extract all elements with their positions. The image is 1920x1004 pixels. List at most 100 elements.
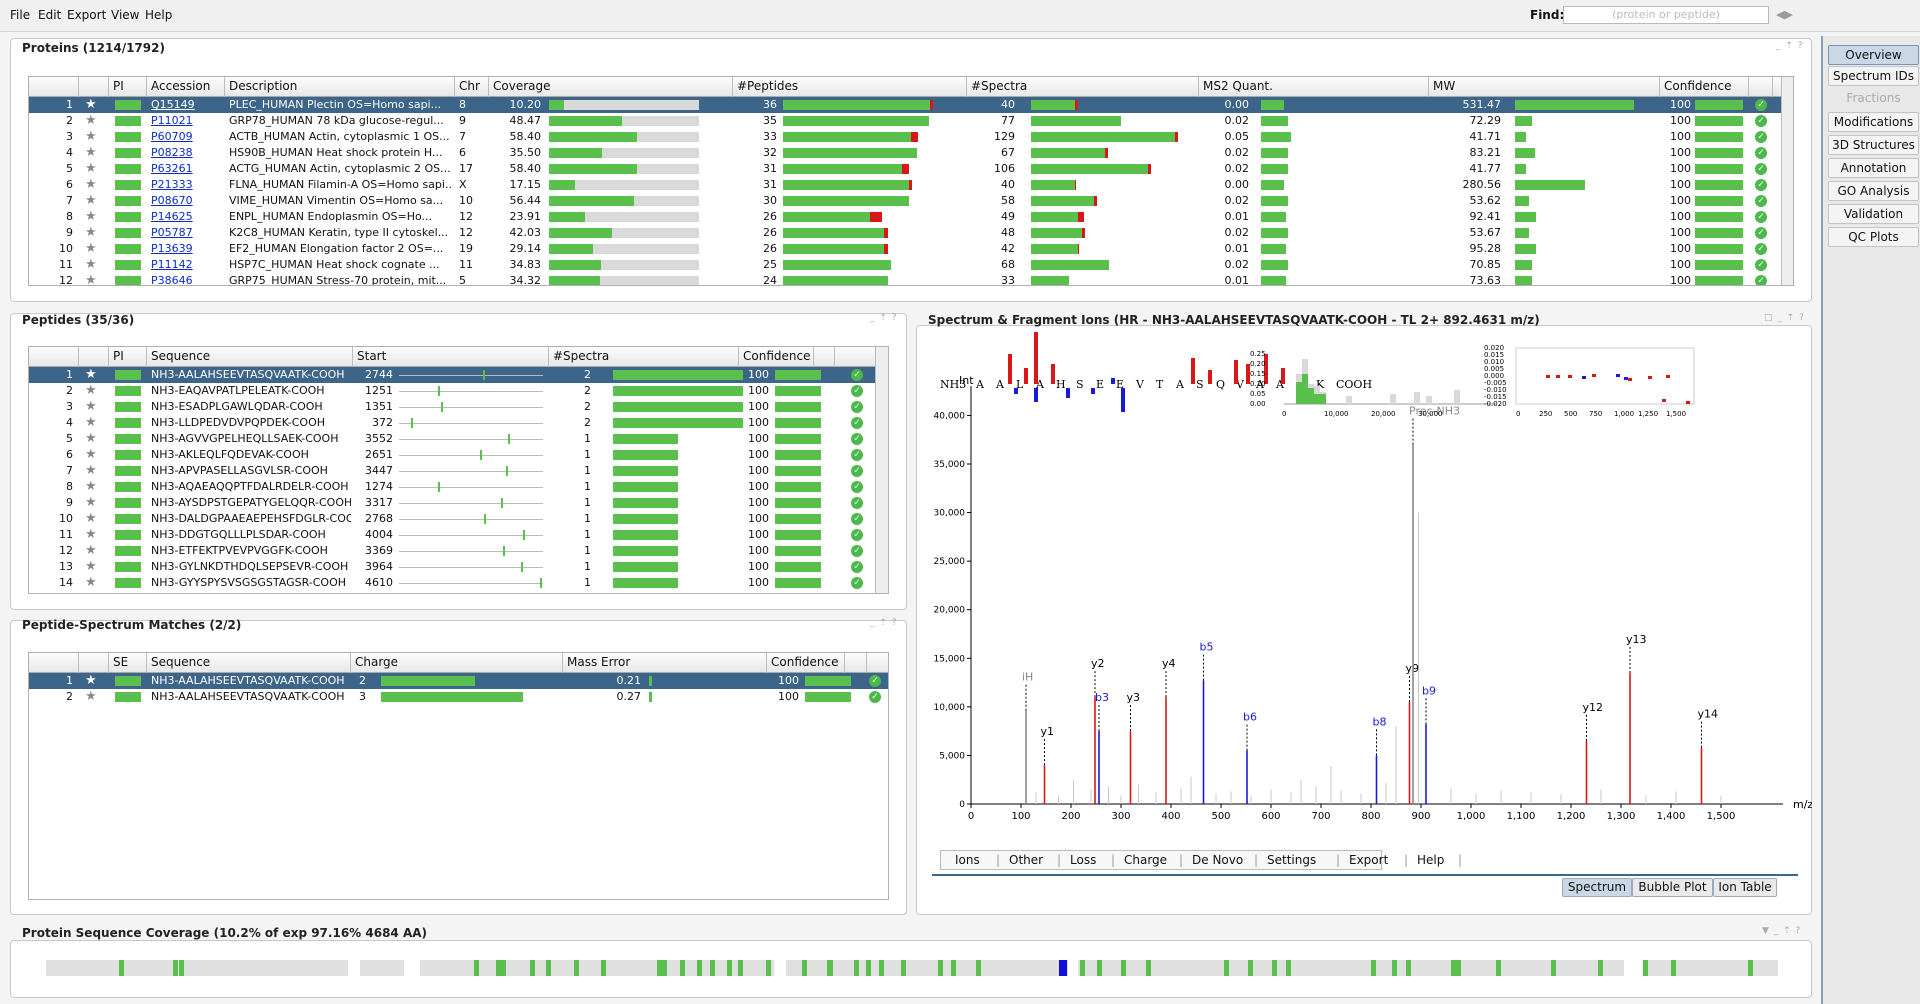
panel-tools-icon[interactable]: _ ⇡ ? — [870, 313, 898, 323]
sidebar-3d-structures[interactable]: 3D Structures — [1828, 135, 1919, 155]
table-row[interactable]: 10 ★ P13639 EF2_HUMAN Elongation factor 2 O… — [29, 241, 1781, 257]
proteins-scrollbar[interactable] — [1781, 77, 1793, 285]
star-icon[interactable]: ★ — [85, 415, 97, 430]
star-icon[interactable]: ★ — [85, 113, 97, 128]
table-row[interactable]: 12 ★ NH3-ETFEKTPVEVPVGGFK-COOH 3369 1 100 ✓ — [29, 543, 875, 559]
column-header[interactable]: MS2 Quant. — [1199, 77, 1429, 97]
table-row[interactable]: 11 ★ NH3-DDGTGQLLLPLSDAR-COOH 4004 1 100 ✓ — [29, 527, 875, 543]
accession-link[interactable]: P38646 — [151, 274, 193, 286]
table-row[interactable]: 1 ★ NH3-AALAHSEEVTASQVAATK-COOH 2 0.21 100 ✓ — [29, 673, 888, 689]
spectrum-toolbar-ions[interactable]: Ions — [955, 853, 980, 867]
peptide-sequence[interactable]: NH3-GYLNKDTHDQLSEPSEVR-COOH — [151, 560, 349, 573]
table-row[interactable]: 13 ★ NH3-GYLNKDTHDQLSEPSEVR-COOH 3964 1 100 ✓ — [29, 559, 875, 575]
peptide-sequence[interactable]: NH3-LLDPEDVDVPQPDEK-COOH — [151, 416, 326, 429]
column-header[interactable]: Chr — [455, 77, 489, 97]
spectrum-toolbar-de-novo[interactable]: De Novo — [1192, 853, 1244, 867]
column-header[interactable]: PI — [109, 77, 147, 97]
table-row[interactable]: 14 ★ NH3-GYYSPYSVSGSGSTAGSR-COOH 4610 1 100 ✓ — [29, 575, 875, 591]
peptide-sequence[interactable]: NH3-ETFEKTPVEVPVGGFK-COOH — [151, 544, 328, 557]
column-header[interactable] — [29, 653, 79, 673]
peptide-sequence[interactable]: NH3-EAQAVPATLPELEATK-COOH — [151, 384, 325, 397]
table-row[interactable]: 2 ★ NH3-EAQAVPATLPELEATK-COOH 1251 2 100 ✓ — [29, 383, 875, 399]
table-row[interactable]: 2 ★ NH3-AALAHSEEVTASQVAATK-COOH 3 0.27 100 ✓ — [29, 689, 888, 705]
star-icon[interactable]: ★ — [85, 673, 97, 688]
menu-view[interactable]: View — [111, 8, 140, 22]
peptide-sequence[interactable]: NH3-AALAHSEEVTASQVAATK-COOH — [151, 368, 345, 381]
column-header[interactable] — [79, 653, 109, 673]
peptide-sequence[interactable]: NH3-APVPASELLASGVLSR-COOH — [151, 464, 328, 477]
sidebar-overview[interactable]: Overview — [1828, 45, 1919, 65]
table-row[interactable]: 8 ★ NH3-AQAEAQQPTFDALRDELR-COOH 1274 1 100 ✓ — [29, 479, 875, 495]
menu-file[interactable]: File — [10, 8, 31, 22]
column-header[interactable]: Sequence — [147, 653, 351, 673]
accession-link[interactable]: P11021 — [151, 114, 193, 127]
column-header[interactable]: Confidence — [1660, 77, 1749, 97]
star-icon[interactable]: ★ — [85, 575, 97, 590]
column-header[interactable]: SE — [109, 653, 147, 673]
accession-link[interactable]: P60709 — [151, 130, 193, 143]
back-arrow-icon[interactable]: ◀▶ — [1776, 8, 1793, 21]
panel-tools-icon[interactable]: □ _ ⇡ ? — [1764, 313, 1805, 323]
spectrum-toolbar-settings[interactable]: Settings — [1267, 853, 1317, 867]
table-row[interactable]: 4 ★ NH3-LLDPEDVDVPQPDEK-COOH 372 2 100 ✓ — [29, 415, 875, 431]
star-icon[interactable]: ★ — [85, 527, 97, 542]
star-icon[interactable]: ★ — [85, 689, 97, 704]
star-icon[interactable]: ★ — [85, 161, 97, 176]
column-header[interactable] — [79, 347, 109, 367]
spectrum-toolbar-charge[interactable]: Charge — [1124, 853, 1168, 867]
panel-tools-icon[interactable]: ▼ _ ⇡ ? — [1762, 926, 1802, 936]
accession-link[interactable]: P05787 — [151, 226, 193, 239]
column-header[interactable] — [845, 653, 867, 673]
tab-spectrum[interactable]: Spectrum — [1562, 878, 1632, 897]
star-icon[interactable]: ★ — [85, 209, 97, 224]
star-icon[interactable]: ★ — [85, 225, 97, 240]
accession-link[interactable]: Q15149 — [151, 98, 195, 111]
column-header[interactable]: PI — [109, 347, 147, 367]
peptide-sequence[interactable]: NH3-GYYSPYSVSGSGSTAGSR-COOH — [151, 576, 347, 589]
peptide-sequence[interactable]: NH3-AKLEQLFQDEVAK-COOH — [151, 448, 309, 461]
column-header[interactable]: Charge — [351, 653, 563, 673]
peptide-sequence[interactable]: NH3-AGVVGPELHEQLLSAEK-COOH — [151, 432, 339, 445]
table-row[interactable]: 5 ★ P63261 ACTG_HUMAN Actin, cytoplasmic 2 … — [29, 161, 1781, 177]
column-header[interactable]: MW — [1429, 77, 1660, 97]
sidebar-go-analysis[interactable]: GO Analysis — [1828, 181, 1919, 201]
star-icon[interactable]: ★ — [85, 447, 97, 462]
star-icon[interactable]: ★ — [85, 399, 97, 414]
column-header[interactable]: Mass Error — [563, 653, 767, 673]
star-icon[interactable]: ★ — [85, 495, 97, 510]
accession-link[interactable]: P21333 — [151, 178, 193, 191]
column-header[interactable]: #Spectra — [549, 347, 739, 367]
star-icon[interactable]: ★ — [85, 543, 97, 558]
column-header[interactable]: Confidence — [767, 653, 845, 673]
accession-link[interactable]: P08670 — [151, 194, 193, 207]
star-icon[interactable]: ★ — [85, 177, 97, 192]
table-row[interactable]: 6 ★ NH3-AKLEQLFQDEVAK-COOH 2651 1 100 ✓ — [29, 447, 875, 463]
star-icon[interactable]: ★ — [85, 479, 97, 494]
table-row[interactable]: 1 ★ Q15149 PLEC_HUMAN Plectin OS=Homo sapi.… — [29, 97, 1781, 113]
table-row[interactable]: 1 ★ NH3-AALAHSEEVTASQVAATK-COOH 2744 2 100 ✓ — [29, 367, 875, 383]
column-header[interactable]: Sequence — [147, 347, 353, 367]
star-icon[interactable]: ★ — [85, 97, 97, 112]
peptides-scrollbar[interactable] — [875, 347, 888, 593]
column-header[interactable]: Description — [225, 77, 455, 97]
peptide-sequence[interactable]: NH3-DDGTGQLLLPLSDAR-COOH — [151, 528, 326, 541]
table-row[interactable]: 8 ★ P14625 ENPL_HUMAN Endoplasmin OS=Ho... 1… — [29, 209, 1781, 225]
column-header[interactable] — [814, 347, 835, 367]
column-header[interactable]: #Spectra — [967, 77, 1199, 97]
table-row[interactable]: 6 ★ P21333 FLNA_HUMAN Filamin-A OS=Homo sap… — [29, 177, 1781, 193]
table-row[interactable]: 9 ★ NH3-AYSDPSTGEPATYGELQQR-COOH 3317 1 100 ✓ — [29, 495, 875, 511]
menu-edit[interactable]: Edit — [38, 8, 62, 22]
star-icon[interactable]: ★ — [85, 273, 97, 286]
sidebar-validation[interactable]: Validation — [1828, 204, 1919, 224]
peptide-sequence[interactable]: NH3-AQAEAQQPTFDALRDELR-COOH — [151, 480, 349, 493]
spectrum-toolbar-export[interactable]: Export — [1349, 853, 1389, 867]
table-row[interactable]: 11 ★ P11142 HSP7C_HUMAN Heat shock cognate … — [29, 257, 1781, 273]
column-header[interactable]: Accession — [147, 77, 225, 97]
find-input[interactable]: (protein or peptide) — [1563, 6, 1769, 24]
tab-ion-table[interactable]: Ion Table — [1713, 878, 1777, 897]
star-icon[interactable]: ★ — [85, 463, 97, 478]
tab-bubble-plot[interactable]: Bubble Plot — [1632, 878, 1713, 897]
column-header[interactable]: Start — [353, 347, 549, 367]
table-row[interactable]: 2 ★ P11021 GRP78_HUMAN 78 kDa glucose-regul… — [29, 113, 1781, 129]
table-row[interactable]: 4 ★ P08238 HS90B_HUMAN Heat shock protein H… — [29, 145, 1781, 161]
